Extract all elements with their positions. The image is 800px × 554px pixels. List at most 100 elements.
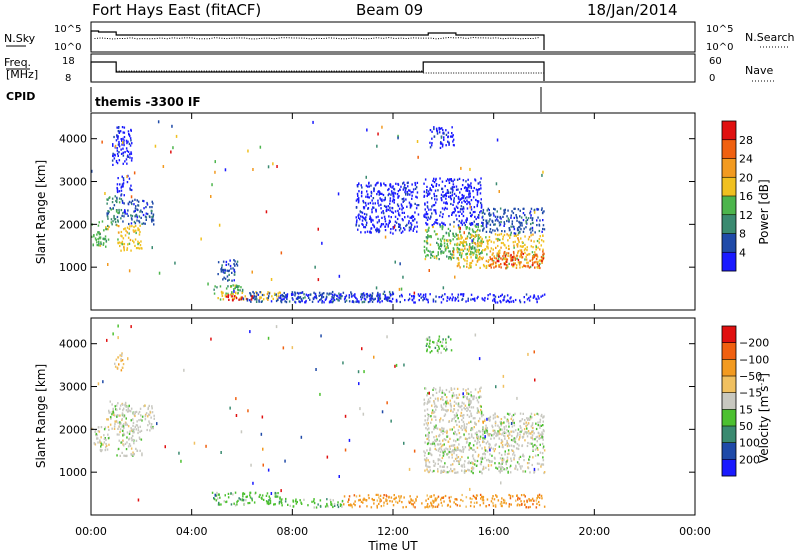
data-cell — [513, 256, 515, 259]
data-cell — [535, 245, 537, 248]
data-cell — [457, 202, 459, 205]
data-cell — [497, 430, 499, 433]
data-cell — [501, 461, 503, 464]
data-cell — [462, 179, 465, 182]
data-cell — [475, 253, 477, 256]
x-tick-label: 20:00 — [578, 525, 610, 538]
data-cell — [378, 192, 381, 195]
data-cell — [126, 231, 128, 234]
data-cell — [431, 130, 433, 133]
data-cell — [134, 198, 136, 201]
colorbar-segment — [722, 376, 736, 393]
data-cell — [511, 263, 513, 266]
data-cell — [501, 497, 503, 500]
data-cell — [515, 264, 518, 267]
data-cell — [345, 294, 348, 297]
data-cell — [542, 250, 544, 253]
data-cell — [464, 428, 466, 432]
data-cell — [232, 284, 234, 287]
data-cell — [500, 424, 502, 427]
data-cell — [144, 222, 146, 225]
data-cell — [427, 336, 430, 339]
data-cell — [426, 419, 429, 422]
data-cell — [529, 265, 532, 268]
data-cell — [466, 396, 468, 399]
y-tick-label: 4000 — [59, 338, 87, 351]
data-cell — [132, 239, 134, 242]
data-cell — [425, 434, 428, 437]
data-cell — [451, 213, 453, 216]
data-cell — [357, 197, 360, 200]
colorbar-segment — [722, 158, 736, 178]
data-cell — [482, 223, 484, 226]
data-cell — [118, 414, 120, 417]
data-cell — [103, 229, 105, 232]
data-cell — [527, 441, 529, 445]
data-cell — [465, 241, 467, 244]
data-cell — [262, 298, 265, 301]
data-cell — [377, 493, 379, 496]
data-cell — [429, 339, 431, 342]
data-cell — [536, 435, 539, 438]
data-cell — [408, 220, 410, 223]
colorbar-tick-label: 24 — [739, 153, 753, 166]
noise-cell — [398, 287, 401, 291]
data-cell — [541, 294, 544, 297]
data-cell — [440, 295, 443, 299]
data-cell — [269, 502, 272, 505]
data-cell — [531, 442, 533, 445]
data-cell — [521, 465, 523, 468]
data-cell — [513, 246, 515, 249]
data-cell — [357, 194, 359, 198]
data-cell — [514, 232, 517, 235]
noise-cell — [516, 396, 518, 400]
data-cell — [151, 405, 153, 408]
data-cell — [363, 226, 365, 229]
data-cell — [534, 266, 536, 269]
data-cell — [137, 204, 139, 207]
data-cell — [387, 194, 390, 197]
data-cell — [119, 454, 121, 457]
data-cell — [117, 177, 119, 180]
data-cell — [407, 192, 409, 195]
data-cell — [385, 296, 387, 299]
data-cell — [361, 222, 363, 226]
data-cell — [359, 498, 361, 501]
data-cell — [313, 498, 315, 501]
data-cell — [300, 298, 303, 301]
data-cell — [441, 145, 444, 148]
noise-cell — [180, 459, 182, 463]
data-cell — [443, 438, 446, 441]
data-cell — [532, 429, 534, 433]
data-cell — [433, 135, 436, 138]
data-cell — [462, 244, 465, 248]
data-cell — [468, 266, 470, 270]
data-cell — [217, 261, 220, 264]
data-cell — [482, 240, 485, 243]
colorbar-tick-label: 12 — [739, 209, 753, 222]
data-cell — [503, 221, 505, 224]
noise-cell — [366, 128, 368, 132]
data-cell — [488, 209, 490, 212]
data-cell — [378, 231, 380, 234]
data-cell — [512, 439, 514, 442]
data-cell — [98, 236, 101, 239]
data-cell — [516, 219, 518, 222]
noise-cell — [373, 355, 375, 359]
data-cell — [440, 430, 442, 433]
data-cell — [451, 132, 453, 135]
data-cell — [498, 437, 501, 440]
data-cell — [472, 436, 475, 440]
data-cell — [500, 422, 502, 425]
data-cell — [527, 418, 529, 422]
data-cell — [135, 231, 137, 235]
data-cell — [482, 224, 484, 227]
data-cell — [502, 299, 504, 302]
data-cell — [532, 445, 534, 448]
data-cell — [531, 436, 533, 440]
data-cell — [408, 297, 411, 300]
data-cell — [516, 227, 519, 230]
noise-cell — [214, 160, 216, 164]
data-cell — [479, 211, 481, 214]
data-cell — [491, 253, 493, 256]
